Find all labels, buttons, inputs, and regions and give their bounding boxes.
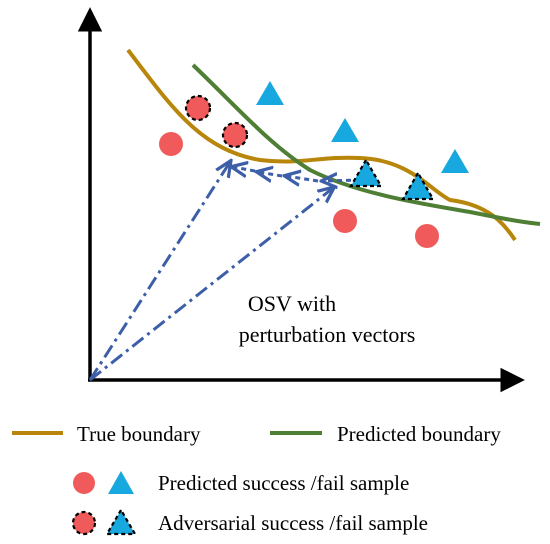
legend-adversarial-samples: Adversarial success /fail sample: [158, 511, 428, 535]
adversarial-success-circle: [184, 94, 212, 122]
legend: True boundary Predicted boundary Predict…: [12, 422, 501, 536]
fail-sample-triangle: [256, 81, 284, 105]
perturbation-vector: [286, 176, 319, 181]
legend-predicted-boundary: Predicted boundary: [337, 422, 501, 446]
circle-icon: [73, 472, 95, 494]
legend-predicted-samples: Predicted success /fail sample: [158, 471, 409, 495]
true-boundary-curve: [126, 48, 517, 242]
perturbation-vector: [88, 162, 230, 381]
legend-true-boundary: True boundary: [77, 422, 201, 446]
annotation-line-1: OSV with: [248, 291, 336, 316]
perturbation-vector: [258, 172, 283, 176]
dashed-circle-icon: [71, 510, 97, 536]
predicted-boundary-curve: [191, 63, 541, 226]
perturbation-vector: [323, 180, 361, 181]
success-sample-circle: [415, 224, 439, 248]
fail-sample-triangle: [441, 149, 469, 173]
adversarial-fail-triangle: [401, 170, 435, 201]
dashed-triangle-icon: [105, 507, 137, 536]
fail-sample-triangle: [331, 118, 359, 142]
triangle-icon: [108, 471, 134, 494]
annotation-line-2: perturbation vectors: [239, 322, 416, 347]
adversarial-fail-triangle: [349, 157, 383, 188]
success-sample-circle: [159, 132, 183, 156]
perturbation-vector: [89, 188, 333, 382]
perturbation-vector: [233, 167, 256, 171]
adversarial-success-circle: [221, 121, 249, 149]
success-sample-circle: [333, 209, 357, 233]
